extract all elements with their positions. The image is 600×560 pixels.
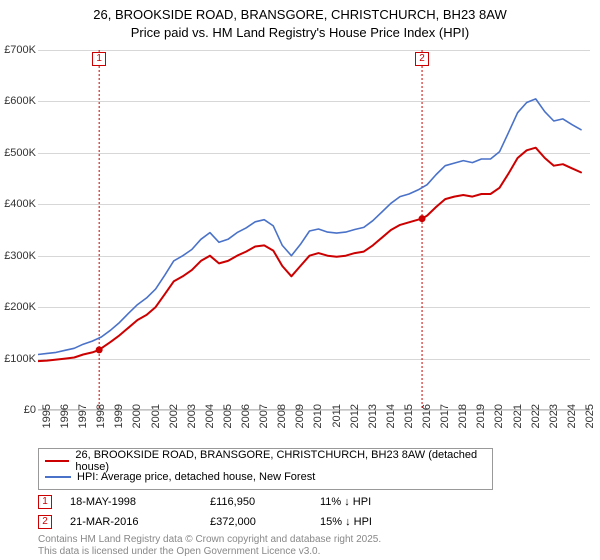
series-hpi [38, 99, 581, 355]
title-line-2: Price paid vs. HM Land Registry's House … [0, 24, 600, 42]
sale-date-2: 21-MAR-2016 [70, 516, 210, 528]
sale-pct-1: 11% ↓ HPI [320, 496, 430, 508]
sale-marker-box-2: 2 [38, 515, 52, 529]
plot-svg [38, 50, 590, 410]
legend-swatch-2 [45, 476, 71, 478]
y-tick-label: £200K [0, 301, 36, 313]
sale-row-2: 2 21-MAR-2016 £372,000 15% ↓ HPI [38, 512, 430, 532]
sales-table: 1 18-MAY-1998 £116,950 11% ↓ HPI 2 21-MA… [38, 492, 430, 532]
legend-swatch-1 [45, 460, 69, 462]
y-tick-label: £100K [0, 353, 36, 365]
sale-row-1: 1 18-MAY-1998 £116,950 11% ↓ HPI [38, 492, 430, 512]
chart-title: 26, BROOKSIDE ROAD, BRANSGORE, CHRISTCHU… [0, 0, 600, 41]
y-tick-label: £400K [0, 198, 36, 210]
chart-container: 26, BROOKSIDE ROAD, BRANSGORE, CHRISTCHU… [0, 0, 600, 560]
footer: Contains HM Land Registry data © Crown c… [38, 534, 381, 557]
sale-marker-box-1: 1 [38, 495, 52, 509]
footer-line-1: Contains HM Land Registry data © Crown c… [38, 534, 381, 546]
sale-pct-2: 15% ↓ HPI [320, 516, 430, 528]
footer-line-2: This data is licensed under the Open Gov… [38, 546, 381, 558]
sale-price-1: £116,950 [210, 496, 320, 508]
sale-marker-flag-1: 1 [92, 52, 106, 66]
legend-label-2: HPI: Average price, detached house, New … [77, 471, 315, 483]
legend-label-1: 26, BROOKSIDE ROAD, BRANSGORE, CHRISTCHU… [75, 449, 486, 473]
legend: 26, BROOKSIDE ROAD, BRANSGORE, CHRISTCHU… [38, 448, 493, 490]
y-tick-label: £0 [0, 404, 36, 416]
sale-marker-flag-2: 2 [415, 52, 429, 66]
sale-price-2: £372,000 [210, 516, 320, 528]
plot-area: £0£100K£200K£300K£400K£500K£600K£700K 19… [38, 50, 590, 410]
series-price_paid [38, 148, 581, 361]
y-tick-label: £600K [0, 95, 36, 107]
title-line-1: 26, BROOKSIDE ROAD, BRANSGORE, CHRISTCHU… [0, 6, 600, 24]
legend-item-1: 26, BROOKSIDE ROAD, BRANSGORE, CHRISTCHU… [45, 453, 486, 469]
sale-date-1: 18-MAY-1998 [70, 496, 210, 508]
y-tick-label: £500K [0, 147, 36, 159]
y-tick-label: £700K [0, 44, 36, 56]
y-tick-label: £300K [0, 250, 36, 262]
